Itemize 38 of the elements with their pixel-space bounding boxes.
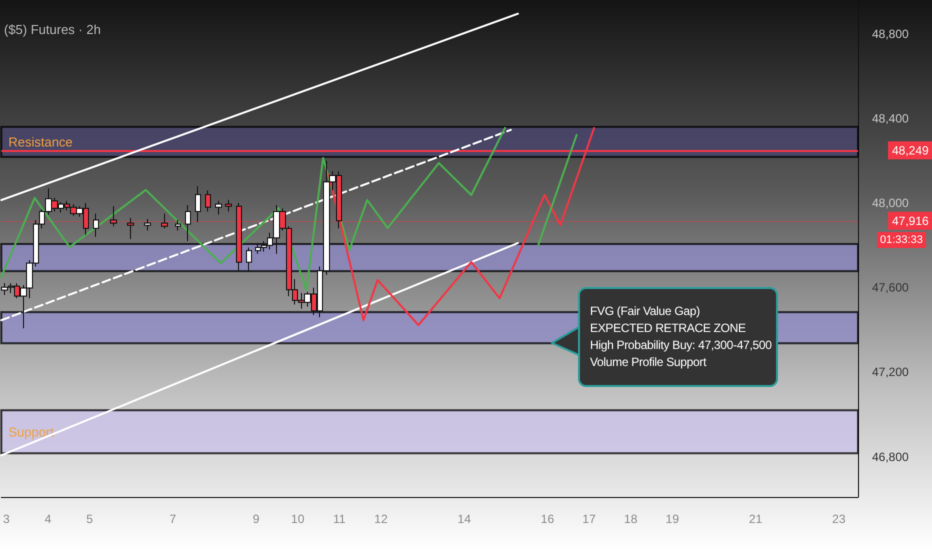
x-tick-label: 21	[748, 512, 763, 526]
y-tick-label: 48,800	[872, 26, 910, 41]
candlestick	[93, 213, 99, 238]
x-tick-label: 23	[832, 512, 846, 526]
candlestick	[195, 186, 201, 223]
candlestick	[185, 204, 191, 242]
x-tick-label: 16	[540, 512, 554, 526]
x-tick-label: 4	[44, 512, 52, 526]
text: ($5) Futures · 2h	[4, 22, 101, 37]
line-series	[0, 126, 506, 292]
ref-line-label: 47,916	[892, 214, 930, 228]
x-tick-label: 12	[374, 512, 388, 526]
x-tick-label: 5	[86, 512, 94, 526]
x-tick-label: 7	[169, 512, 176, 526]
ref-line-label: 48,249	[892, 143, 930, 158]
x-tick-label: 14	[458, 512, 472, 526]
x-tick-label: 17	[582, 512, 596, 526]
band-label: Support	[8, 424, 54, 440]
text: 01:33:33	[877, 232, 926, 248]
x-tick-label: 3	[2, 512, 10, 526]
x-tick-label: 18	[624, 512, 638, 526]
candlestick	[144, 218, 151, 232]
y-tick-label: 46,800	[872, 450, 910, 464]
candlestick	[175, 219, 181, 232]
x-tick-label: 10	[291, 512, 305, 526]
y-tick-label: 47,200	[872, 365, 910, 380]
candlestick	[205, 190, 211, 212]
callout-box: FVG (Fair Value Gap) EXPECTED RETRACE ZONE High Probability Buy: 47,300-47,500 Volume Profile Support	[578, 287, 778, 387]
candlestick	[215, 200, 222, 216]
y-tick-label: 48,400	[872, 111, 910, 126]
x-tick-label: 11	[333, 512, 346, 526]
band-label: Resistance	[8, 134, 73, 150]
x-tick-label: 9	[252, 512, 260, 526]
candlestick	[246, 246, 252, 272]
x-tick-label: 19	[666, 512, 680, 526]
y-tick-label: 48,000	[872, 196, 910, 210]
candlestick	[225, 199, 232, 212]
y-tick-label: 47,600	[872, 280, 910, 295]
